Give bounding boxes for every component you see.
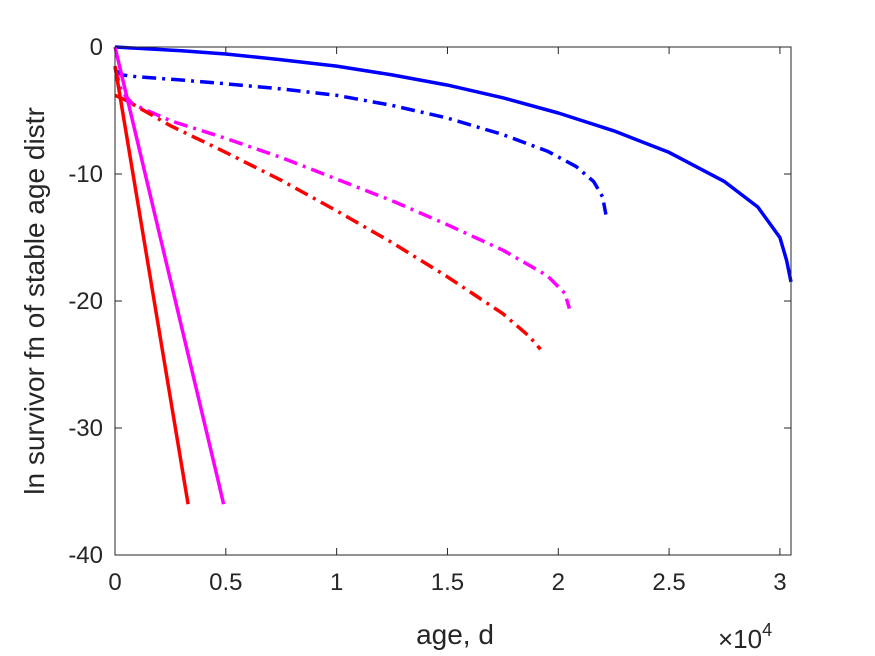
- series-layer: [113, 45, 793, 505]
- y-tick-label: -10: [68, 161, 103, 188]
- series-line-0: [114, 45, 793, 283]
- y-tick-labels: 0 -10 -20 -30 -40: [68, 34, 103, 569]
- x-tick-labels: 0 0.5 1 1.5 2 2.5 3: [108, 569, 786, 596]
- y-tick-label: -20: [68, 288, 103, 315]
- x-exponent-power: 4: [762, 620, 772, 640]
- y-axis-label: ln survivor fn of stable age distr: [19, 107, 50, 495]
- y-tick-label: -30: [68, 415, 103, 442]
- x-axis-label: age, d: [416, 619, 494, 650]
- x-tick-label: 0.5: [209, 569, 242, 596]
- y-tick-label: -40: [68, 542, 103, 569]
- plot-area: [115, 47, 791, 555]
- x-tick-label: 2.5: [652, 569, 685, 596]
- series-line-4: [113, 46, 226, 505]
- x-tick-label: 3: [773, 569, 786, 596]
- x-tick-label: 2: [552, 569, 565, 596]
- x-tick-label: 1: [330, 569, 343, 596]
- series-line-5: [113, 65, 190, 505]
- x-tick-label: 1.5: [431, 569, 464, 596]
- series-line-2: [113, 66, 572, 310]
- x-exponent-label: ×104: [718, 620, 772, 654]
- x-tick-label: 0: [108, 569, 121, 596]
- tick-layer: [114, 46, 791, 556]
- y-tick-label: 0: [90, 34, 103, 61]
- x-exponent-base: ×10: [718, 624, 762, 654]
- series-line-1: [113, 68, 608, 215]
- series-line-3: [114, 93, 542, 351]
